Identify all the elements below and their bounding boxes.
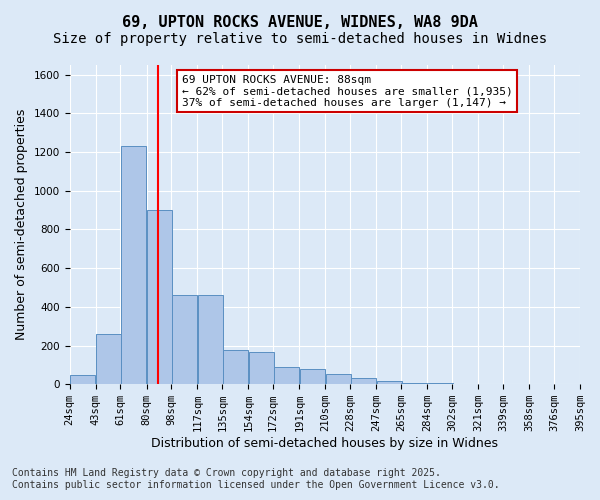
Bar xyxy=(96,334,121,384)
X-axis label: Distribution of semi-detached houses by size in Widnes: Distribution of semi-detached houses by … xyxy=(151,437,498,450)
Text: Contains HM Land Registry data © Crown copyright and database right 2025.
Contai: Contains HM Land Registry data © Crown c… xyxy=(12,468,500,490)
Bar xyxy=(350,378,376,384)
Bar xyxy=(147,210,172,384)
Text: Size of property relative to semi-detached houses in Widnes: Size of property relative to semi-detach… xyxy=(53,32,547,46)
Y-axis label: Number of semi-detached properties: Number of semi-detached properties xyxy=(15,109,28,340)
Bar xyxy=(223,350,248,384)
Bar xyxy=(198,295,223,384)
Bar xyxy=(401,382,427,384)
Bar xyxy=(299,368,325,384)
Bar xyxy=(326,374,351,384)
Bar xyxy=(249,352,274,384)
Text: 69, UPTON ROCKS AVENUE, WIDNES, WA8 9DA: 69, UPTON ROCKS AVENUE, WIDNES, WA8 9DA xyxy=(122,15,478,30)
Bar xyxy=(70,374,95,384)
Bar xyxy=(377,382,402,384)
Bar xyxy=(274,367,299,384)
Text: 69 UPTON ROCKS AVENUE: 88sqm
← 62% of semi-detached houses are smaller (1,935)
3: 69 UPTON ROCKS AVENUE: 88sqm ← 62% of se… xyxy=(182,74,512,108)
Bar xyxy=(121,146,146,384)
Bar xyxy=(172,295,197,384)
